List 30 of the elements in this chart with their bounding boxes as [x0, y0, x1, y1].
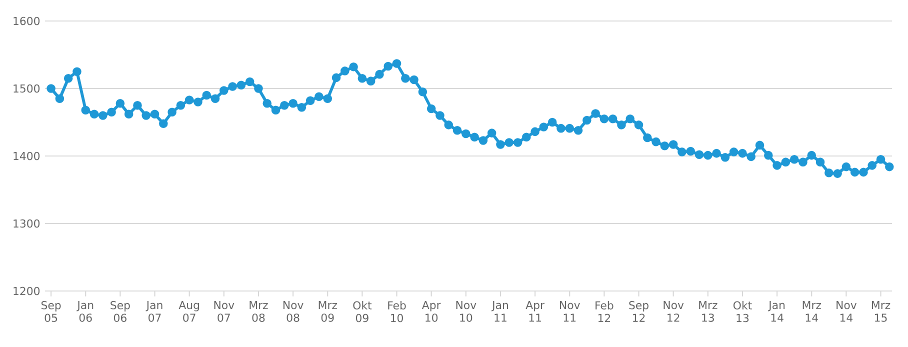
x-tick-label: Okt 09 — [353, 301, 372, 322]
y-tick-label: 1600 — [14, 16, 40, 26]
x-tick-label: Mrz 08 — [250, 301, 268, 322]
x-tick-label: Feb 12 — [596, 301, 614, 322]
x-tick-label: Jan 07 — [146, 301, 162, 322]
x-tick-label: Nov 14 — [836, 301, 857, 322]
x-tick-label: Jan 06 — [76, 301, 94, 322]
x-tick-label: Nov 11 — [560, 301, 580, 322]
y-tick-label: 1200 — [14, 286, 40, 296]
x-tick-label: Mrz 09 — [318, 301, 337, 322]
x-tick-label: Sep 05 — [41, 301, 61, 322]
x-tick-label: Nov 07 — [214, 301, 234, 322]
x-tick-label: Mrz 15 — [872, 301, 890, 322]
x-tick-label: Jan 14 — [768, 301, 785, 322]
x-tick-label: Okt 13 — [733, 301, 752, 322]
y-tick-label: 1400 — [14, 152, 40, 160]
x-tick-label: Nov 12 — [664, 301, 684, 322]
x-tick-label: Sep 06 — [110, 301, 130, 322]
y-tick-label: 1500 — [14, 84, 40, 93]
x-tick-label: Aug 07 — [178, 301, 200, 322]
x-tick-label: Nov 10 — [456, 301, 476, 322]
x-tick-label: Feb 10 — [388, 301, 406, 322]
x-tick-label: Mrz 13 — [699, 301, 718, 322]
y-tick-label: 1300 — [14, 219, 40, 228]
x-tick-label: Jan 11 — [491, 301, 508, 322]
x-tick-label: Sep 12 — [629, 301, 648, 322]
x-tick-label: Mrz 14 — [802, 301, 821, 322]
x-tick-label: Apr 10 — [422, 301, 441, 322]
x-tick-label: Apr 11 — [526, 301, 545, 322]
x-tick-label: Nov 08 — [283, 301, 304, 322]
